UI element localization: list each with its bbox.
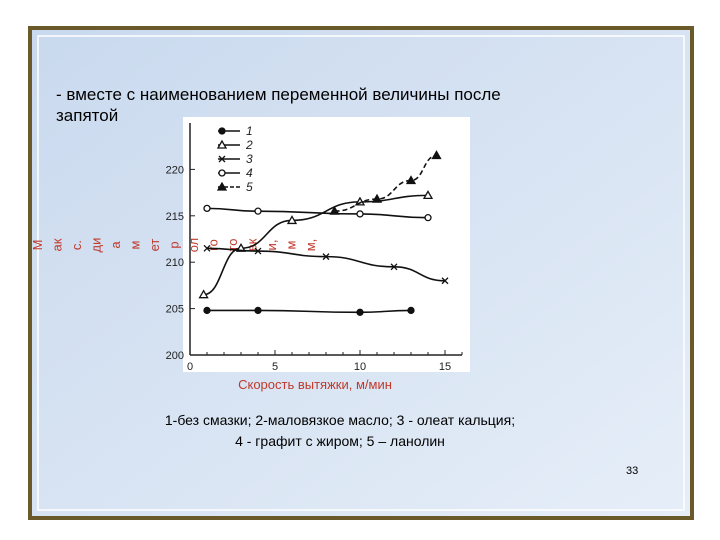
y-tick-label: 215: [166, 211, 184, 223]
y-axis-label-fragment: м,: [303, 239, 318, 252]
marker: [254, 247, 262, 255]
marker: [198, 289, 209, 299]
marker: [356, 308, 364, 316]
x-tick-label: 10: [354, 361, 366, 373]
series-line: [334, 154, 437, 212]
caption-line: 1-без смазки; 2-маловязкое масло; 3 - ол…: [164, 412, 516, 428]
x-tick-label: 15: [439, 361, 451, 373]
y-tick-label: 210: [166, 257, 184, 269]
marker: [322, 253, 330, 261]
series-line: [207, 309, 412, 314]
legend-label: 1: [246, 124, 253, 138]
marker: [422, 190, 434, 200]
y-axis-label-fragment: ди: [89, 238, 104, 253]
x-tick-label: 5: [272, 361, 278, 373]
marker: [390, 263, 398, 271]
y-axis-label-fragment: м: [128, 240, 143, 249]
legend-marker: [216, 181, 228, 191]
y-tick-label: 205: [166, 304, 184, 316]
y-axis-label-fragment: вк: [245, 238, 260, 251]
caption-line: 4 - графит с жиром; 5 – ланолин: [235, 433, 445, 449]
marker: [431, 150, 442, 160]
legend-marker: [218, 127, 226, 135]
y-axis-label-fragment: и,: [264, 240, 279, 251]
marker: [329, 205, 340, 215]
legend-marker: [216, 139, 228, 149]
marker: [203, 204, 211, 213]
y-axis-label-fragment: м: [284, 240, 299, 249]
x-axis-label: Скорость вытяжки, м/мин: [238, 377, 392, 392]
marker: [407, 306, 415, 315]
legend-marker: [218, 155, 226, 163]
marker: [254, 207, 262, 215]
series-line: [206, 207, 429, 219]
marker: [203, 306, 211, 315]
y-tick-label: 200: [166, 350, 184, 362]
x-tick-label: 0: [187, 361, 193, 373]
y-axis-label-fragment: р: [167, 241, 182, 248]
y-axis-label-fragment: го: [206, 239, 221, 251]
text-line: - вместе с наименованием переменной вели…: [56, 85, 501, 104]
page-number: 33: [626, 465, 639, 477]
y-axis-label-fragment: ак: [50, 238, 65, 251]
legend-marker: [218, 169, 226, 177]
marker: [356, 210, 364, 218]
marker: [441, 277, 449, 285]
inner-frame: [37, 35, 685, 511]
body-text: - вместе с наименованием переменной вели…: [56, 84, 501, 126]
marker: [371, 193, 383, 203]
y-axis-label-fragment: М: [30, 240, 45, 251]
legend-label: 3: [246, 152, 253, 166]
y-axis-label-fragment: а: [108, 241, 123, 249]
y-axis-label-fragment: с.: [69, 240, 84, 250]
marker: [203, 244, 211, 252]
text-line: запятой: [56, 106, 119, 125]
legend-label: 5: [246, 180, 253, 194]
legend-label: 4: [246, 166, 253, 180]
y-tick-label: 220: [166, 164, 184, 176]
y-axis-label-fragment: то: [225, 238, 240, 251]
caption: 1-без смазки; 2-маловязкое масло; 3 - ол…: [110, 410, 570, 452]
marker: [286, 215, 298, 225]
marker: [424, 214, 432, 222]
y-axis-label-fragment: ет: [147, 239, 162, 252]
marker: [405, 175, 417, 185]
y-axis-label-fragment: ол: [186, 238, 201, 253]
marker: [254, 306, 262, 315]
legend-label: 2: [245, 138, 253, 152]
